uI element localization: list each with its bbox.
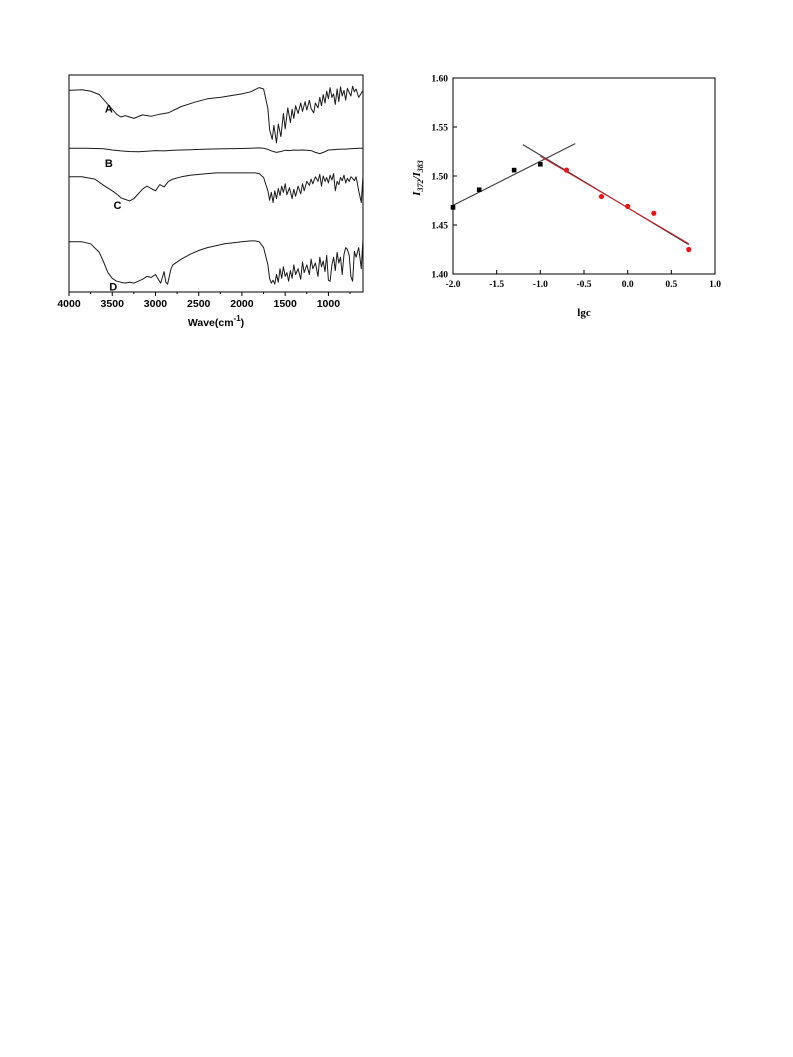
ir-series-line-a: [68, 85, 364, 144]
ir-x-tick-label: 1500: [273, 298, 297, 310]
pyr-y-tick-label: 1.45: [431, 222, 448, 232]
pyr-point-circle: [598, 193, 605, 200]
ir-x-tick-label: 3500: [101, 298, 125, 310]
pyr-fit-line: [452, 143, 576, 206]
pyr-y-tick-label: 1.50: [431, 173, 448, 183]
ir-series-labels: A B C D: [105, 104, 122, 294]
pyr-x-tick-label: 1.0: [709, 280, 721, 290]
pyr-point-square: [538, 161, 543, 167]
pyr-x-tick-label: 0.0: [622, 280, 634, 290]
ir-spectra-chart: 4000 3500 3000 2500 2000 1500 1000 A B C D Wave(c…: [57, 74, 364, 329]
ir-series-group: [68, 85, 364, 285]
pyr-point-circle: [625, 203, 631, 209]
pyr-point-circle: [686, 246, 692, 253]
pyr-axes: -2.0 -1.5 -1.0 -0.5 0.0 0.5 1.0 1.40 1.45 1.50 1.5…: [431, 75, 721, 291]
pyr-point-square: [476, 187, 482, 193]
ir-series-label-a: A: [105, 104, 113, 116]
ir-x-axis-label: Wave(cm-1): [188, 314, 244, 329]
ir-series-line-d: [69, 237, 364, 285]
pyr-y-tick-label: 1.40: [431, 271, 448, 281]
pyr-point-square: [450, 205, 456, 210]
pyr-y-tick-label: 1.55: [431, 124, 448, 134]
pyr-x-axis-label: lgc: [577, 307, 591, 319]
ir-x-tick-label: 1000: [317, 298, 341, 310]
ir-series-line-b: [69, 147, 363, 155]
ir-x-tick-label: 2500: [187, 298, 211, 310]
pyrene-ratio-chart: -2.0 -1.5 -1.0 -0.5 0.0 0.5 1.0 1.40 1.45 1.50 1.5…: [411, 75, 721, 320]
ir-series-line-c: [69, 172, 364, 203]
ir-plot-frame: [68, 74, 364, 293]
pyr-x-tick-label: -1.0: [533, 280, 548, 290]
ir-series-label-b: B: [105, 158, 113, 170]
pyr-x-tick-label: -2.0: [445, 280, 460, 290]
ir-x-tick-label: 4000: [57, 298, 81, 310]
pyr-fit-line: [540, 156, 690, 245]
pyr-plot-frame: [452, 77, 716, 275]
pyr-point-square: [511, 167, 517, 173]
pyr-y-tick-label: 1.60: [431, 75, 448, 85]
pyr-y-axis-label: I372/I383: [411, 160, 425, 197]
pyr-point-circle: [651, 210, 657, 216]
pyr-x-tick-label: 0.5: [665, 280, 677, 290]
pyr-fit-lines: [452, 143, 690, 246]
pyr-x-tick-label: -1.5: [489, 280, 504, 290]
ir-x-tick-label: 3000: [144, 298, 168, 310]
ir-x-axis: 4000 3500 3000 2500 2000 1500 1000: [57, 292, 351, 310]
ir-series-label-d: D: [109, 282, 117, 294]
ir-series-label-c: C: [114, 200, 122, 212]
pyr-points: [450, 161, 692, 253]
pyr-x-tick-label: -0.5: [576, 280, 591, 290]
ir-x-tick-label: 2000: [230, 298, 254, 310]
pyr-point-circle: [563, 167, 570, 173]
